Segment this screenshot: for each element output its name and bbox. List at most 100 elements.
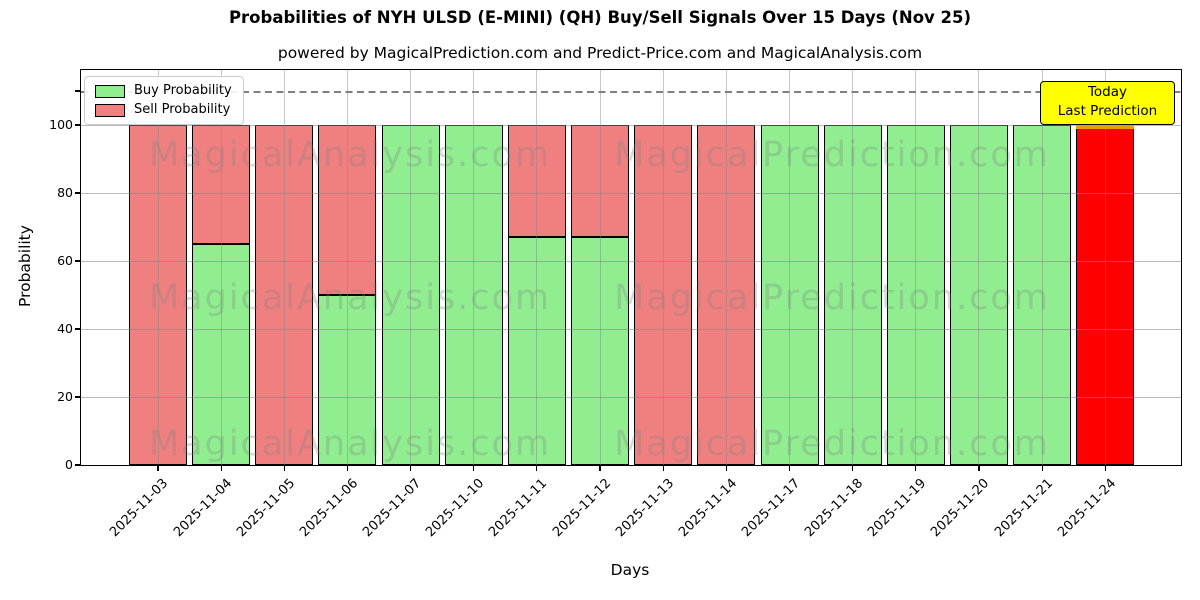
y-gridline xyxy=(81,192,1181,194)
x-tick-label: 2025-11-14 xyxy=(675,476,740,541)
y-tick-label: 40 xyxy=(57,321,73,336)
watermark-analysis: MagicalAnalysis.com xyxy=(148,135,552,175)
today-annotation-line2: Last Prediction xyxy=(1057,103,1158,119)
x-tick-mark xyxy=(852,466,854,471)
x-tick-label: 2025-11-11 xyxy=(486,476,551,541)
watermark-prediction: MagicalPrediction.com xyxy=(614,424,1050,464)
y-tick-label: 60 xyxy=(57,253,73,268)
y-tick-mark xyxy=(75,464,80,466)
x-tick-label: 2025-11-12 xyxy=(549,476,614,541)
bar-segment-sell xyxy=(507,125,566,238)
bar-segment-sell xyxy=(697,125,756,465)
x-tick-mark xyxy=(220,466,222,471)
bar-segment-buy xyxy=(1013,125,1072,465)
bar-segment-sell xyxy=(634,125,693,465)
watermark-analysis: MagicalAnalysis.com xyxy=(148,278,552,318)
today-annotation-box: Today Last Prediction xyxy=(1040,81,1175,125)
x-tick-label: 2025-11-07 xyxy=(360,476,425,541)
x-tick-mark xyxy=(157,466,159,471)
x-tick-label: 2025-11-06 xyxy=(297,476,362,541)
chart-title: Probabilities of NYH ULSD (E-MINI) (QH) … xyxy=(228,8,972,27)
sell-color-swatch xyxy=(95,103,125,117)
x-tick-mark xyxy=(346,466,349,471)
y-gridline xyxy=(81,396,1181,398)
x-gridline xyxy=(915,70,917,465)
x-tick-mark xyxy=(662,466,664,471)
x-tick-mark xyxy=(536,466,538,471)
y-gridline xyxy=(81,328,1181,330)
x-gridline xyxy=(157,70,159,465)
x-tick-label: 2025-11-19 xyxy=(865,476,930,541)
x-gridline xyxy=(662,70,664,465)
x-tick-label: 2025-11-04 xyxy=(170,476,235,541)
x-tick-label: 2025-11-17 xyxy=(739,476,804,541)
x-tick-mark xyxy=(283,466,285,471)
x-tick-mark xyxy=(473,466,475,471)
legend-label-sell: Sell Probability xyxy=(134,102,231,117)
x-tick-mark xyxy=(410,466,412,471)
y-tick-mark xyxy=(75,124,80,126)
bar-segment-buy xyxy=(823,125,882,465)
x-gridline xyxy=(1104,70,1106,465)
y-gridline xyxy=(81,260,1181,262)
bar-segment-sell xyxy=(571,125,630,238)
x-tick-label: 2025-11-21 xyxy=(991,476,1056,541)
y-tick-mark xyxy=(75,260,80,262)
watermark-prediction: MagicalPrediction.com xyxy=(614,278,1050,318)
bar-segment-buy xyxy=(949,125,1008,465)
x-tick-label: 2025-11-05 xyxy=(233,476,298,541)
x-tick-label: 2025-11-13 xyxy=(612,476,677,541)
bar-segment-buy xyxy=(444,125,503,465)
legend-item-sell: Sell Probability xyxy=(95,103,232,117)
y-tick-label: 20 xyxy=(57,389,73,404)
x-tick-label: 2025-11-03 xyxy=(107,476,172,541)
buy-color-swatch xyxy=(95,84,125,98)
x-gridline xyxy=(473,70,475,465)
bar-segment-buy xyxy=(318,295,377,465)
bar-segment-buy xyxy=(381,125,440,465)
x-axis-label: Days xyxy=(610,561,650,579)
x-gridline xyxy=(852,70,854,465)
x-tick-mark xyxy=(599,466,601,471)
x-gridline xyxy=(220,70,222,465)
x-gridline xyxy=(599,70,601,465)
x-tick-label: 2025-11-24 xyxy=(1054,476,1119,541)
x-tick-mark xyxy=(1041,466,1043,471)
x-tick-label: 2025-11-20 xyxy=(928,476,993,541)
x-tick-label: 2025-11-18 xyxy=(802,476,867,541)
legend: Buy Probability Sell Probability xyxy=(84,76,244,125)
x-gridline xyxy=(283,70,285,465)
x-gridline xyxy=(346,70,348,465)
x-gridline xyxy=(1041,70,1043,465)
chart-subtitle: powered by MagicalPrediction.com and Pre… xyxy=(277,44,923,62)
x-tick-mark xyxy=(725,466,727,471)
y-gridline xyxy=(81,124,1181,126)
bar-segment-buy xyxy=(571,237,630,465)
y-tick-mark xyxy=(75,328,80,330)
legend-label-buy: Buy Probability xyxy=(134,83,232,98)
x-tick-mark xyxy=(915,466,917,471)
y-tick-mark xyxy=(75,396,80,398)
bar-segment-buy xyxy=(886,125,945,465)
bar-segment-buy xyxy=(760,125,819,465)
bar-segment-buy xyxy=(507,237,566,465)
bar-segment-sell xyxy=(318,125,377,295)
x-gridline xyxy=(978,70,980,465)
x-tick-mark xyxy=(1104,466,1106,471)
x-gridline xyxy=(410,70,412,465)
y-tick-label: 100 xyxy=(49,117,73,132)
x-tick-label: 2025-11-10 xyxy=(423,476,488,541)
x-gridline xyxy=(725,70,727,465)
plot-area: Buy Probability Sell Probability Today L… xyxy=(80,69,1182,466)
bar-today-top-edge xyxy=(1076,123,1135,129)
watermark-prediction: MagicalPrediction.com xyxy=(614,135,1050,175)
bar-segment-buy xyxy=(192,244,251,465)
x-tick-mark xyxy=(788,466,791,471)
y-tick-mark xyxy=(75,192,80,194)
y-tick-label: 80 xyxy=(57,185,73,200)
today-annotation-line1: Today xyxy=(1087,84,1128,100)
x-gridline xyxy=(536,70,538,465)
bar-segment-sell xyxy=(192,125,251,244)
bar-segment-sell xyxy=(255,125,314,465)
